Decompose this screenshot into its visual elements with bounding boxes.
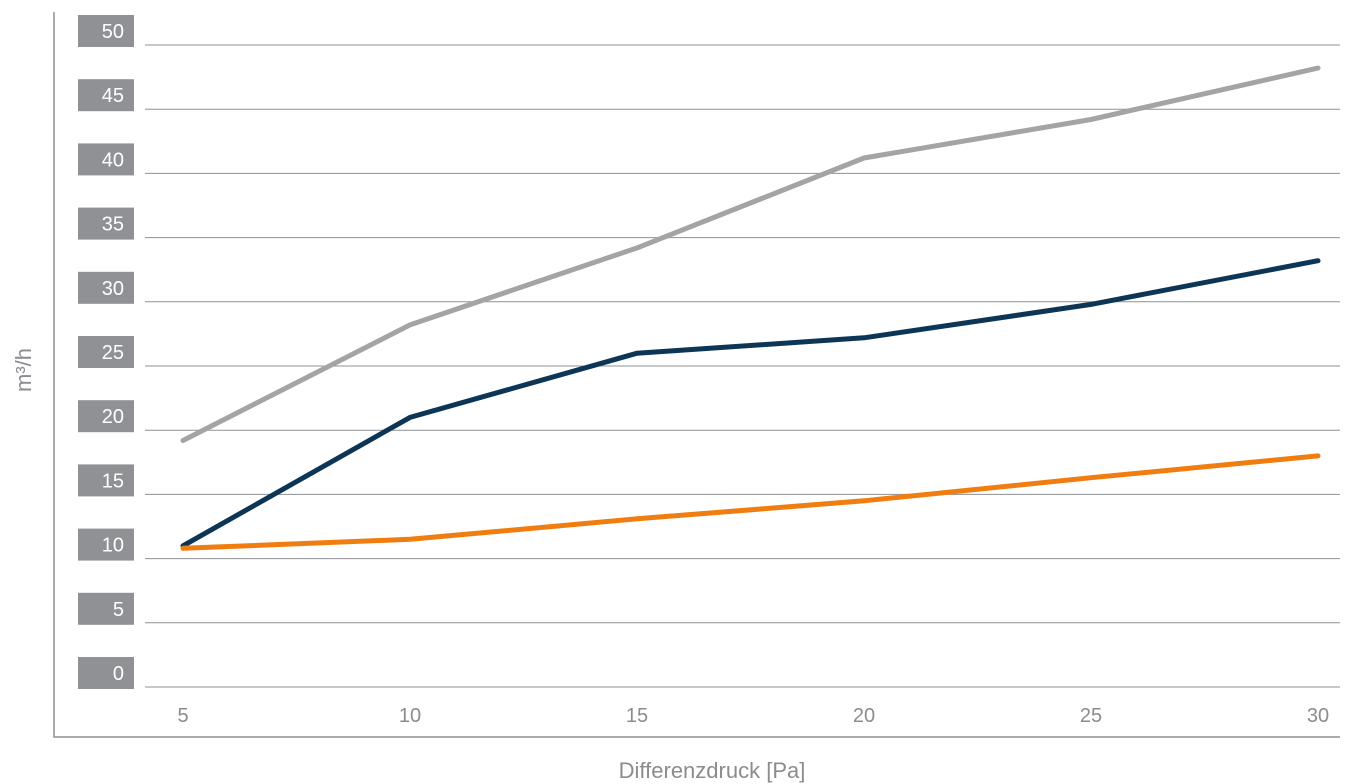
y-tick-label: 45 bbox=[102, 85, 124, 107]
y-tick-box bbox=[78, 592, 134, 625]
y-axis-title: m³/h bbox=[11, 348, 36, 392]
x-tick-label: 20 bbox=[853, 705, 875, 727]
y-tick-label: 5 bbox=[113, 599, 124, 621]
y-tick-box bbox=[78, 657, 134, 689]
y-tick-label: 20 bbox=[102, 406, 124, 428]
x-axis-ticks: 5 10 15 20 25 30 bbox=[177, 705, 1329, 727]
y-tick-box bbox=[78, 464, 134, 497]
y-tick-label: 10 bbox=[102, 535, 124, 557]
y-tick-box bbox=[78, 15, 134, 47]
y-tick-label: 0 bbox=[113, 663, 124, 685]
y-tick-box bbox=[78, 207, 134, 240]
series-line-3 bbox=[180, 453, 1321, 551]
y-tick-box bbox=[78, 143, 134, 176]
x-tick-label: 5 bbox=[177, 705, 188, 727]
axis-frame bbox=[53, 12, 1340, 738]
x-tick-label: 30 bbox=[1307, 705, 1329, 727]
y-tick-label: 50 bbox=[102, 21, 124, 43]
y-tick-label: 35 bbox=[102, 214, 124, 236]
x-axis-title: Differenzdruck [Pa] bbox=[619, 758, 806, 783]
y-tick-label: 30 bbox=[102, 278, 124, 300]
x-tick-label: 10 bbox=[399, 705, 421, 727]
series-line-1 bbox=[180, 65, 1321, 443]
x-tick-label: 25 bbox=[1080, 705, 1102, 727]
y-tick-label: 40 bbox=[102, 149, 124, 171]
y-tick-box bbox=[78, 79, 134, 112]
y-tick-box bbox=[78, 336, 134, 368]
y-tick-box bbox=[78, 271, 134, 304]
y-tick-box bbox=[78, 400, 134, 433]
x-tick-label: 15 bbox=[626, 705, 648, 727]
y-axis-ticks: 0 5 10 15 20 25 30 35 40 45 50 bbox=[78, 15, 134, 689]
y-tick-label: 15 bbox=[102, 470, 124, 492]
series-line-2 bbox=[180, 258, 1321, 549]
y-tick-label: 25 bbox=[102, 342, 124, 364]
y-tick-box bbox=[78, 528, 134, 561]
series-lines bbox=[180, 65, 1321, 551]
